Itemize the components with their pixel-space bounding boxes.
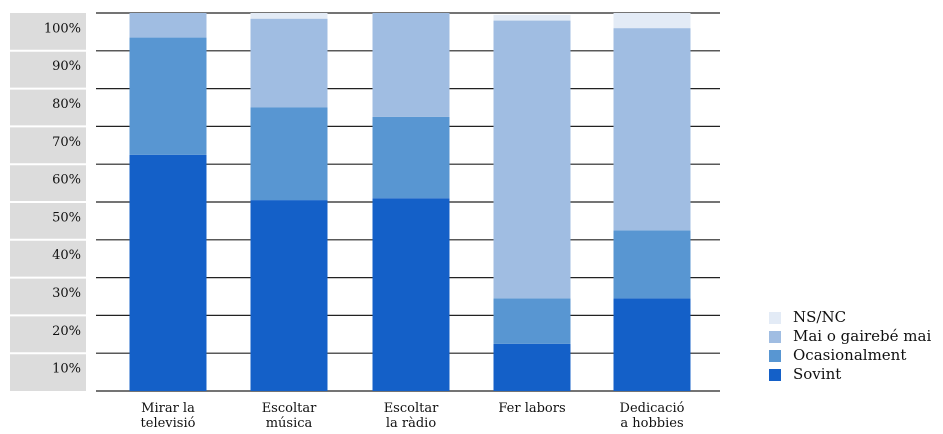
x-tick-label-line: Mirar la xyxy=(141,401,195,416)
y-tick-label: 30% xyxy=(52,286,81,301)
y-tick-labels: 10% 20% 30% 40% 50% 60% 70% 80% 90% 100% xyxy=(44,21,81,376)
y-tick-label: 20% xyxy=(52,324,81,339)
bar-segment xyxy=(250,13,328,19)
bar-segment xyxy=(372,198,450,391)
legend-swatch xyxy=(769,331,781,343)
x-tick-label-line: la ràdio xyxy=(386,416,436,431)
x-tick-label-line: a hobbies xyxy=(620,416,683,431)
bar-segment xyxy=(613,28,691,231)
bar-segment xyxy=(372,13,450,117)
x-tick-label-line: Escoltar xyxy=(262,401,317,416)
bar-segment xyxy=(250,107,328,201)
y-tick-label: 60% xyxy=(52,173,81,188)
y-tick-label: 90% xyxy=(52,59,81,74)
bar-segment xyxy=(129,37,207,155)
bar-segment xyxy=(613,298,691,391)
y-tick-label: 80% xyxy=(52,97,81,112)
legend-label: Ocasionalment xyxy=(793,346,906,364)
x-tick-label: Escoltar música xyxy=(262,401,317,431)
bar-segment xyxy=(129,13,207,38)
legend-label: Sovint xyxy=(793,365,841,383)
x-tick-label-line: Dedicació xyxy=(620,401,685,416)
bar-segment xyxy=(613,230,691,299)
x-tick-label-line: música xyxy=(266,416,313,431)
x-tick-label-line: televisió xyxy=(141,416,196,431)
legend-swatch xyxy=(769,312,781,324)
y-tick-label: 100% xyxy=(44,21,81,36)
legend-label: Mai o gairebé mai xyxy=(793,327,931,345)
bar-segment xyxy=(493,14,571,21)
y-tick-label: 10% xyxy=(52,362,81,377)
x-tick-label: Escoltar la ràdio xyxy=(384,401,439,431)
y-tick-label: 40% xyxy=(52,248,81,263)
bar-segment xyxy=(250,18,328,108)
x-tick-label-line: Fer labors xyxy=(498,401,565,416)
y-axis-band xyxy=(10,13,86,391)
legend-swatch xyxy=(769,369,781,381)
x-tick-label: Fer labors xyxy=(498,401,565,416)
bar-segment xyxy=(493,343,571,391)
y-tick-label: 50% xyxy=(52,210,81,225)
bar-segment xyxy=(613,13,691,29)
bar-segment xyxy=(372,116,450,199)
x-tick-label-line: Escoltar xyxy=(384,401,439,416)
legend-swatch xyxy=(769,350,781,362)
bar-segment xyxy=(129,154,207,391)
bar-segment xyxy=(493,20,571,299)
bars xyxy=(129,13,691,391)
bar-segment xyxy=(250,200,328,391)
y-tick-label: 70% xyxy=(52,135,81,150)
x-tick-label: Mirar la televisió xyxy=(141,401,196,431)
bar-segment xyxy=(493,298,571,344)
legend-label: NS/NC xyxy=(793,308,846,326)
x-tick-label: Dedicació a hobbies xyxy=(620,401,685,431)
